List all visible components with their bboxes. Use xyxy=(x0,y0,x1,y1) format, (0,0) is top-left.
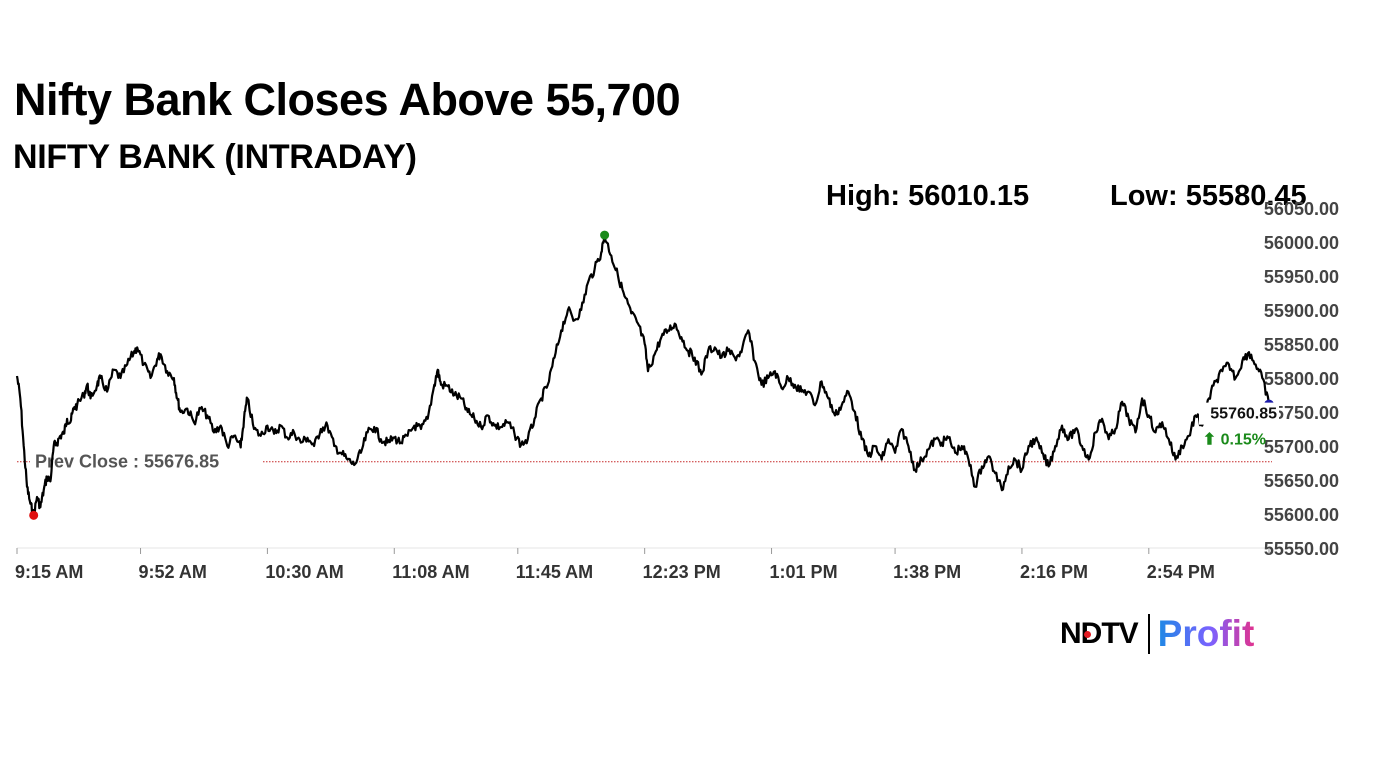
y-tick-label: 55800.00 xyxy=(1264,369,1339,389)
profit-wordmark: Profit xyxy=(1157,613,1255,654)
headline: Nifty Bank Closes Above 55,700 xyxy=(14,74,681,125)
y-tick-label: 55950.00 xyxy=(1264,267,1339,287)
x-tick-label: 2:54 PM xyxy=(1147,562,1215,582)
high-stat: High: 56010.15 xyxy=(826,180,1030,212)
x-tick-label: 1:38 PM xyxy=(893,562,961,582)
price-line-layer xyxy=(15,234,1271,517)
logo-divider xyxy=(1147,614,1150,654)
ndtv-profit-logo: NDTV Profit xyxy=(1060,612,1254,656)
x-tick-label: 11:45 AM xyxy=(516,562,593,582)
day-low-marker xyxy=(29,510,39,520)
x-tick-label: 9:52 AM xyxy=(139,562,207,582)
axis-layer: 56050.00 56000.00 55950.00 55900.00 55850.00… xyxy=(15,199,1339,582)
ndtv-wordmark: NDTV xyxy=(1060,617,1139,650)
last-value-bg xyxy=(1199,402,1279,425)
low-stat: Low: 55580.45 xyxy=(1110,180,1307,212)
y-tick-label: 56050.00 xyxy=(1264,199,1339,219)
y-tick-label: 55850.00 xyxy=(1264,335,1339,355)
x-tick-label: 11:08 AM xyxy=(392,562,469,582)
marker-layer: 55760.85 ⬆ 0.15% xyxy=(29,230,1279,520)
chart-subtitle: NIFTY BANK (INTRADAY) xyxy=(13,138,417,176)
y-tick-label: 55650.00 xyxy=(1264,471,1339,491)
y-tick-label: 56000.00 xyxy=(1264,233,1339,253)
logo-dot-icon xyxy=(1084,631,1091,638)
prev-close-label: Prev Close : 55676.85 xyxy=(35,452,219,472)
day-high-marker xyxy=(600,230,610,240)
x-tick-label: 12:23 PM xyxy=(643,562,721,582)
y-tick-label: 55550.00 xyxy=(1264,539,1339,559)
x-tick-label: 2:16 PM xyxy=(1020,562,1088,582)
x-tick-label: 10:30 AM xyxy=(265,562,343,582)
prev-close-label-bg xyxy=(30,449,262,472)
y-tick-label: 55700.00 xyxy=(1264,437,1339,457)
last-value-label: 55760.85 xyxy=(1210,406,1277,423)
change-label: ⬆ 0.15% xyxy=(1203,432,1266,449)
y-tick-label: 55600.00 xyxy=(1264,505,1339,525)
y-tick-label: 55750.00 xyxy=(1264,403,1339,423)
x-tick-label: 1:01 PM xyxy=(770,562,838,582)
price-line xyxy=(15,234,1271,517)
x-tick-label: 9:15 AM xyxy=(15,562,83,582)
y-tick-label: 55900.00 xyxy=(1264,301,1339,321)
